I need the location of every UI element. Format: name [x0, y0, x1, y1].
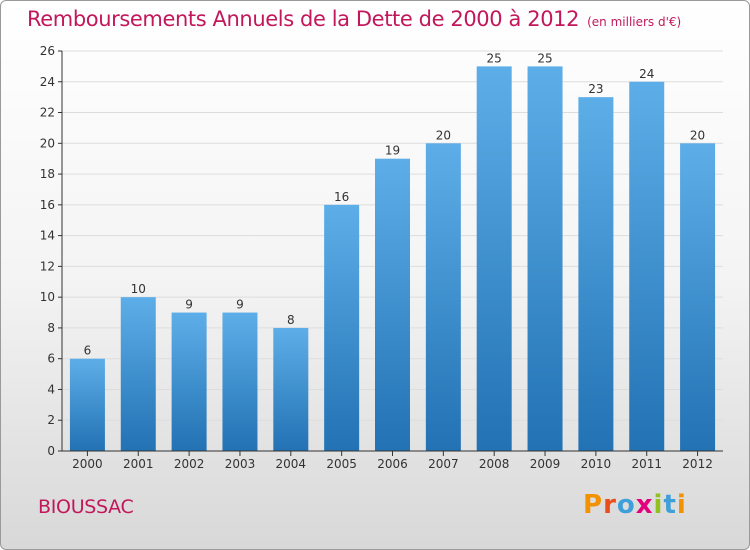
- data-label: 9: [236, 298, 244, 312]
- data-label: 19: [385, 144, 400, 158]
- commune-name: BIOUSSAC: [38, 496, 134, 518]
- x-tick-label: 2000: [72, 457, 103, 471]
- bar: [273, 327, 309, 451]
- chart-title: Remboursements Annuels de la Dette de 20…: [27, 7, 580, 31]
- data-label: 23: [588, 82, 603, 96]
- x-tick-label: 2012: [682, 457, 713, 471]
- y-tick-label: 22: [40, 106, 55, 120]
- bar: [425, 143, 461, 452]
- x-tick-label: 2006: [377, 457, 408, 471]
- logo-letter: i: [653, 490, 664, 520]
- x-tick-label: 2010: [581, 457, 612, 471]
- data-label: 10: [131, 282, 146, 296]
- bar: [680, 143, 716, 452]
- logo-letter: o: [616, 490, 636, 520]
- bar: [629, 81, 665, 452]
- x-tick-label: 2007: [428, 457, 459, 471]
- logo-letter: r: [603, 490, 617, 520]
- proxiti-logo: Proxiti: [583, 490, 687, 520]
- y-tick-label: 0: [47, 444, 55, 458]
- bar: [222, 312, 258, 451]
- data-label: 25: [487, 51, 502, 65]
- x-tick-label: 2004: [276, 457, 307, 471]
- logo-letter: t: [663, 490, 677, 520]
- bar: [120, 297, 156, 451]
- data-label: 8: [287, 313, 295, 327]
- x-tick-label: 2009: [530, 457, 561, 471]
- data-label: 20: [436, 128, 451, 142]
- logo-letter: P: [583, 490, 604, 520]
- data-label: 25: [537, 51, 552, 65]
- bar: [476, 66, 512, 451]
- data-labels: 6 10 9 9 8 16 19 20 25 25 23 24 20: [84, 51, 706, 357]
- data-label: 16: [334, 190, 349, 204]
- x-tick-label: 2001: [123, 457, 154, 471]
- y-tick-label: 8: [47, 321, 55, 335]
- logo-letter: x: [635, 490, 654, 520]
- y-tick-label: 24: [40, 75, 55, 89]
- data-label: 9: [185, 298, 193, 312]
- bars: [69, 66, 716, 452]
- y-tick-label: 6: [47, 352, 55, 366]
- data-label: 20: [690, 128, 705, 142]
- y-tick-label: 10: [40, 290, 55, 304]
- y-tick-label: 2: [47, 413, 55, 427]
- x-tick-label: 2003: [225, 457, 256, 471]
- y-tick-label: 12: [40, 259, 55, 273]
- y-tick-label: 26: [40, 44, 55, 58]
- bar: [69, 358, 105, 451]
- y-tick-label: 4: [47, 382, 55, 396]
- y-tick-label: 16: [40, 198, 55, 212]
- chart-subtitle: (en milliers d'€): [587, 15, 682, 29]
- bar: [171, 312, 207, 451]
- data-label: 6: [84, 344, 92, 358]
- y-tick-label: 20: [40, 136, 55, 150]
- bar: [375, 158, 410, 451]
- x-tick-label: 2008: [479, 457, 510, 471]
- bar: [527, 66, 563, 451]
- y-tick-label: 18: [40, 167, 55, 181]
- data-label: 24: [639, 67, 654, 81]
- logo-letter: i: [676, 490, 687, 520]
- y-tick-label: 14: [40, 229, 55, 243]
- chart-title-line: Remboursements Annuels de la Dette de 20…: [27, 7, 681, 31]
- x-tick-label: 2002: [174, 457, 205, 471]
- x-tick-label: 2005: [326, 457, 357, 471]
- x-tick-label: 2011: [631, 457, 662, 471]
- bar: [324, 204, 360, 451]
- bar: [578, 97, 614, 452]
